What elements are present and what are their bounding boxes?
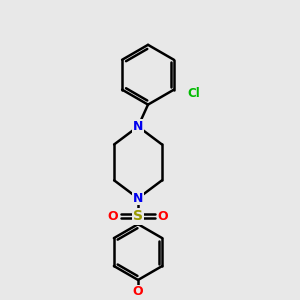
Text: N: N [133,192,143,205]
Text: O: O [158,210,168,223]
Text: S: S [133,209,143,223]
Text: O: O [108,210,118,223]
Text: N: N [133,120,143,133]
Text: O: O [133,285,143,298]
Text: Cl: Cl [188,87,201,100]
